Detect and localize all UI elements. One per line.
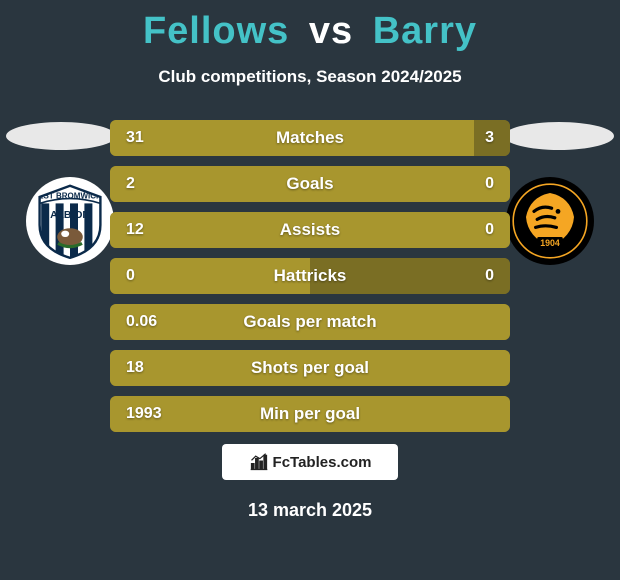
source-logo: FcTables.com bbox=[222, 444, 398, 480]
stat-rows: 31Matches32Goals012Assists00Hattricks00.… bbox=[110, 120, 510, 442]
wba-crest-icon: EST BROMWICH ALBION bbox=[30, 181, 110, 261]
stat-value-left: 0 bbox=[110, 267, 190, 285]
stat-value-left: 18 bbox=[110, 359, 190, 377]
stat-label: Shots per goal bbox=[190, 358, 430, 378]
player1-name: Fellows bbox=[143, 10, 289, 52]
shadow-ellipse-right bbox=[504, 122, 614, 150]
stat-value-left: 0.06 bbox=[110, 313, 190, 331]
club-crest-right: 1904 bbox=[506, 177, 594, 265]
stat-row: 31Matches3 bbox=[110, 120, 510, 156]
chart-icon bbox=[249, 452, 269, 472]
stat-value-right: 3 bbox=[430, 129, 510, 147]
stat-row: 18Shots per goal bbox=[110, 350, 510, 386]
player2-name: Barry bbox=[373, 10, 477, 52]
comparison-title: Fellows vs Barry bbox=[0, 0, 620, 53]
stat-value-left: 12 bbox=[110, 221, 190, 239]
stat-label: Hattricks bbox=[190, 266, 430, 286]
stat-label: Assists bbox=[190, 220, 430, 240]
stat-row: 12Assists0 bbox=[110, 212, 510, 248]
shadow-ellipse-left bbox=[6, 122, 116, 150]
stat-label: Min per goal bbox=[190, 404, 430, 424]
club-crest-left: EST BROMWICH ALBION bbox=[26, 177, 114, 265]
stat-label: Goals bbox=[190, 174, 430, 194]
stat-label: Matches bbox=[190, 128, 430, 148]
stat-row: 0Hattricks0 bbox=[110, 258, 510, 294]
stat-value-right: 0 bbox=[430, 267, 510, 285]
svg-text:1904: 1904 bbox=[540, 238, 560, 248]
hull-crest-icon: 1904 bbox=[510, 181, 590, 261]
stat-row: 1993Min per goal bbox=[110, 396, 510, 432]
stat-value-right: 0 bbox=[430, 221, 510, 239]
subtitle: Club competitions, Season 2024/2025 bbox=[0, 67, 620, 87]
source-logo-text: FcTables.com bbox=[273, 454, 372, 471]
stat-value-left: 2 bbox=[110, 175, 190, 193]
stat-row: 2Goals0 bbox=[110, 166, 510, 202]
stat-label: Goals per match bbox=[190, 312, 430, 332]
date-text: 13 march 2025 bbox=[0, 500, 620, 521]
stat-value-left: 1993 bbox=[110, 405, 190, 423]
stat-value-left: 31 bbox=[110, 129, 190, 147]
svg-text:ALBION: ALBION bbox=[50, 210, 90, 221]
stat-value-right: 0 bbox=[430, 175, 510, 193]
vs-text: vs bbox=[309, 10, 353, 52]
stat-row: 0.06Goals per match bbox=[110, 304, 510, 340]
